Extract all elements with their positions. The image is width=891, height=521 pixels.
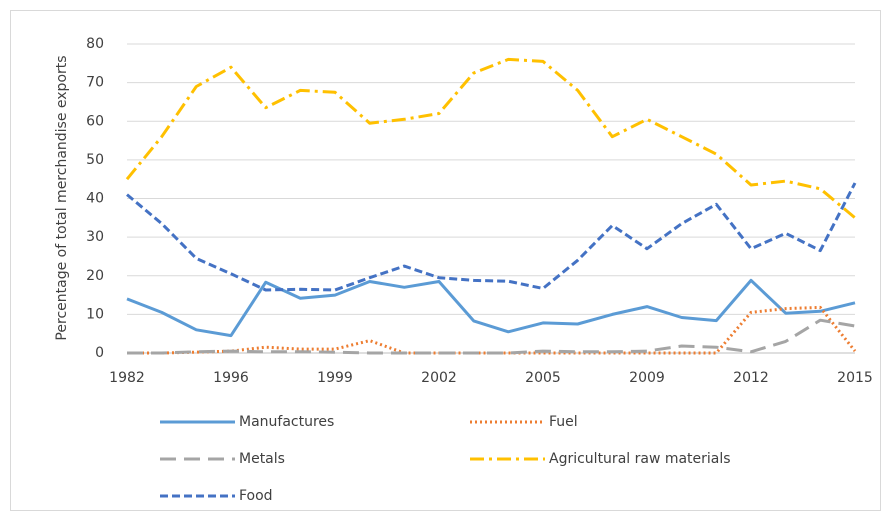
legend-label: Fuel bbox=[549, 414, 578, 430]
x-tick-label: 2012 bbox=[733, 370, 769, 386]
series-line bbox=[127, 318, 856, 355]
series-line bbox=[126, 278, 856, 338]
x-tick-label: 1996 bbox=[213, 370, 249, 386]
x-tick-label: 2009 bbox=[629, 370, 665, 386]
x-tick-label: 2005 bbox=[525, 370, 561, 386]
x-tick-label: 2002 bbox=[421, 370, 457, 386]
legend-label: Food bbox=[239, 488, 273, 504]
x-tick-label: 1982 bbox=[109, 370, 145, 386]
series-line bbox=[125, 57, 856, 219]
y-tick-label: 30 bbox=[86, 229, 104, 245]
series-line bbox=[126, 182, 857, 292]
x-tick-label: 2015 bbox=[837, 370, 873, 386]
legend-label: Agricultural raw materials bbox=[549, 451, 731, 467]
y-tick-label: 60 bbox=[86, 113, 104, 129]
y-tick-label: 0 bbox=[95, 345, 104, 361]
series-line bbox=[127, 305, 857, 355]
y-tick-label: 40 bbox=[86, 191, 104, 207]
legend-label: Manufactures bbox=[239, 414, 334, 430]
y-axis-title: Percentage of total merchandise exports bbox=[54, 55, 70, 340]
y-tick-label: 70 bbox=[86, 75, 104, 91]
y-tick-label: 50 bbox=[86, 152, 104, 168]
legend-label: Metals bbox=[239, 451, 285, 467]
y-tick-label: 80 bbox=[86, 36, 104, 52]
x-tick-label: 1999 bbox=[317, 370, 353, 386]
chart-border bbox=[10, 10, 881, 511]
y-tick-label: 10 bbox=[86, 306, 104, 322]
y-tick-label: 20 bbox=[86, 268, 104, 284]
